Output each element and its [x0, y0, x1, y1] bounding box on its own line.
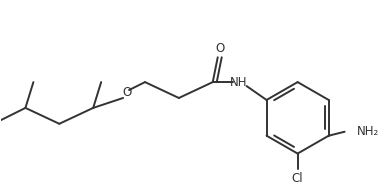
Text: NH: NH: [230, 76, 247, 89]
Text: O: O: [122, 86, 132, 99]
Text: Cl: Cl: [292, 172, 303, 185]
Text: NH₂: NH₂: [357, 125, 379, 138]
Text: O: O: [215, 42, 224, 55]
